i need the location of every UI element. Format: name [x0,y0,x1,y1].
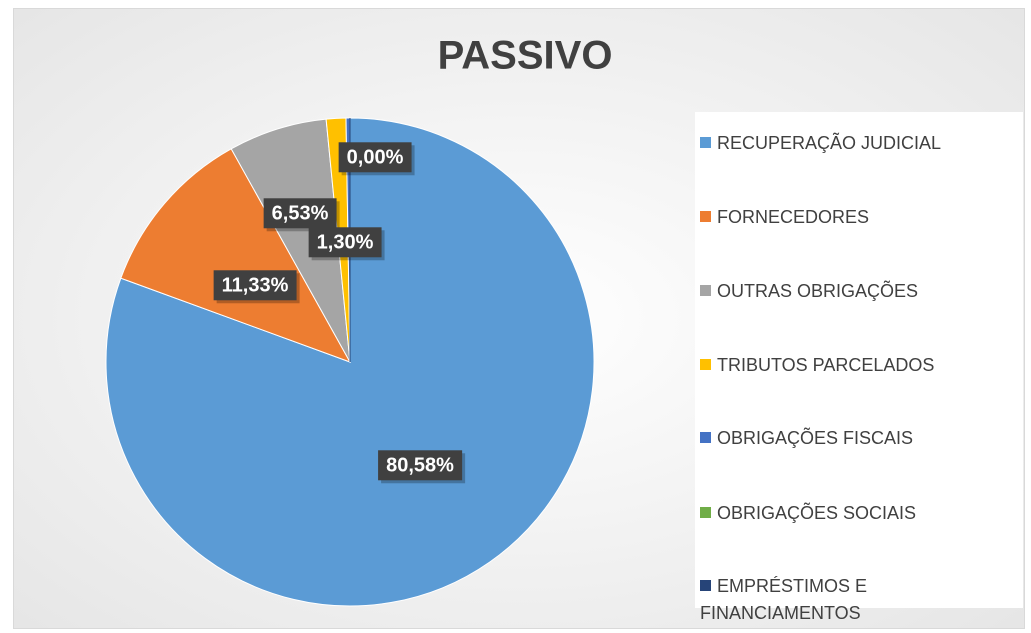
data-label-text: 80,58% [386,454,454,476]
legend-item: OUTRAS OBRIGAÇÕES [700,278,980,305]
legend-item: OBRIGAÇÕES SOCIAIS [700,500,980,527]
legend-label: FORNECEDORES [717,207,870,227]
data-label-text: 11,33% [222,274,289,296]
legend: RECUPERAÇÃO JUDICIAL FORNECEDORES OUTRAS O… [695,112,1023,623]
data-label-box [338,142,412,173]
data-label-text: 1,30% [317,231,374,253]
data-label-box [213,270,297,301]
legend-swatch [700,137,711,148]
legend-swatch [700,507,711,518]
legend-item: OBRIGAÇÕES FISCAIS [700,425,980,452]
legend-swatch [700,211,711,222]
data-label-text: 6,53% [272,202,329,224]
legend-label: TRIBUTOS PARCELADOS [717,355,935,375]
legend-item: FORNECEDORES [700,204,980,231]
data-label-box [308,227,382,258]
legend-label: EMPRÉSTIMOS E FINANCIAMENTOS [700,576,868,623]
legend-label: RECUPERAÇÃO JUDICIAL [717,133,942,153]
data-label: 6,53% [263,198,340,232]
legend-item: RECUPERAÇÃO JUDICIAL [700,130,980,157]
legend-label: OBRIGAÇÕES FISCAIS [717,428,914,448]
data-label: 11,33% [213,270,300,304]
pie [105,117,595,607]
legend-label: OBRIGAÇÕES SOCIAIS [717,503,917,523]
data-label-box [378,450,463,481]
legend-item: EMPRÉSTIMOS E FINANCIAMENTOS [700,573,900,627]
legend-label: OUTRAS OBRIGAÇÕES [717,281,919,301]
data-label: 1,30% [308,227,385,261]
pie-slice [120,148,352,363]
data-label-text: 0,00% [347,146,404,168]
chart-title: PASSIVO [438,34,613,78]
data-label: 80,58% [378,450,466,484]
legend-swatch [700,580,711,591]
legend-item: TRIBUTOS PARCELADOS [700,352,980,379]
legend-swatch [700,432,711,443]
data-label: 0,00% [338,142,415,176]
data-labels: 80,58% 11,33% 6,53% 1,30% 0,00% [213,142,466,484]
data-label-box [263,198,337,229]
legend-swatch [700,285,711,296]
legend-swatch [700,359,711,370]
